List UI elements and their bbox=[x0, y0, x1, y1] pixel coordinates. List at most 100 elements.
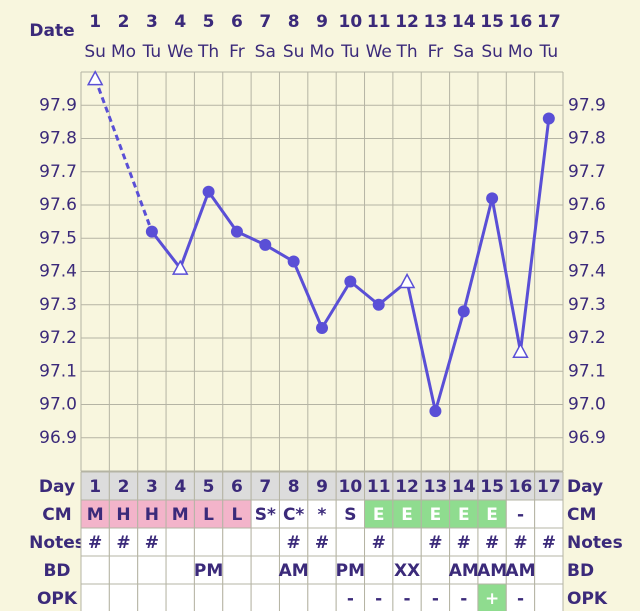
weekday-label: Fr bbox=[229, 42, 245, 62]
cell-text: # bbox=[457, 533, 471, 553]
cell-text: C* bbox=[283, 505, 304, 525]
table-cell bbox=[307, 499, 337, 529]
date-label: 8 bbox=[288, 12, 300, 32]
cell-text: 16 bbox=[509, 477, 533, 497]
cell-text: - bbox=[404, 589, 411, 609]
weekday-label: Th bbox=[395, 42, 417, 62]
point-marker bbox=[372, 298, 385, 311]
cell-text: E bbox=[401, 505, 413, 525]
y-tick-label: 97.3 bbox=[39, 295, 77, 315]
table-cell bbox=[250, 583, 280, 611]
cell-text: L bbox=[232, 505, 243, 525]
cell-text: 11 bbox=[367, 477, 391, 497]
date-label: 6 bbox=[231, 12, 243, 32]
table-cell bbox=[165, 555, 195, 585]
weekday-label: Su bbox=[283, 42, 305, 62]
table-cell bbox=[449, 499, 479, 529]
weekday-label: Su bbox=[84, 42, 106, 62]
table-cell bbox=[250, 499, 280, 529]
point-marker bbox=[316, 322, 328, 335]
table-cell bbox=[222, 527, 252, 557]
point-marker bbox=[429, 405, 442, 418]
date-label: 10 bbox=[339, 12, 363, 32]
table-cell bbox=[278, 471, 309, 501]
cell-text: XX bbox=[394, 561, 420, 581]
weekday-label: We bbox=[366, 42, 392, 62]
y-tick-label: 97.7 bbox=[39, 162, 77, 182]
row-label: CM bbox=[42, 505, 71, 525]
cell-text: AM bbox=[279, 561, 309, 581]
y-tick-label: 97.9 bbox=[39, 95, 77, 115]
cell-text: # bbox=[287, 533, 301, 553]
cell-text: # bbox=[315, 533, 329, 553]
cell-text: AM bbox=[477, 561, 507, 581]
y-tick-label-right: 97.9 bbox=[568, 95, 606, 115]
date-label: 2 bbox=[118, 12, 130, 32]
cell-text: - bbox=[517, 505, 524, 525]
row-label-right: OPK bbox=[567, 589, 608, 609]
cell-text: M bbox=[172, 505, 189, 525]
date-label: 9 bbox=[316, 12, 328, 32]
cell-text: - bbox=[432, 589, 439, 609]
table-cell bbox=[80, 583, 110, 611]
table-cell bbox=[307, 555, 337, 585]
row-label: Day bbox=[39, 477, 75, 497]
cell-text: # bbox=[88, 533, 102, 553]
table-cell bbox=[335, 527, 366, 557]
gap-line bbox=[93, 78, 154, 233]
y-tick-label-right: 97.5 bbox=[568, 228, 606, 248]
table-cell bbox=[193, 583, 224, 611]
cell-text: 1 bbox=[89, 477, 101, 497]
table-cell bbox=[364, 527, 394, 557]
cell-text: # bbox=[372, 533, 386, 553]
cell-text: 12 bbox=[395, 477, 419, 497]
cell-text: E bbox=[430, 505, 442, 525]
cell-text: + bbox=[485, 589, 499, 609]
temperature-line bbox=[150, 118, 551, 413]
cell-text: AM bbox=[505, 561, 535, 581]
cell-text: 3 bbox=[146, 477, 158, 497]
table-cell bbox=[278, 527, 309, 557]
open-triangle-marker bbox=[86, 70, 104, 86]
cell-text: 14 bbox=[452, 477, 476, 497]
table-cell bbox=[534, 499, 564, 529]
cell-text: 17 bbox=[537, 477, 561, 497]
table-cell bbox=[250, 555, 280, 585]
open-triangle-marker bbox=[398, 272, 416, 289]
table-cell bbox=[278, 583, 309, 611]
y-tick-label: 97.0 bbox=[39, 395, 77, 415]
cell-text: E bbox=[373, 505, 385, 525]
cell-text: 8 bbox=[288, 477, 300, 497]
weekday-label: Tu bbox=[142, 42, 162, 62]
table-cell bbox=[335, 583, 366, 611]
weekday-label: We bbox=[167, 42, 193, 62]
date-label: 3 bbox=[146, 12, 158, 32]
cell-text: 9 bbox=[316, 477, 328, 497]
point-marker bbox=[259, 238, 272, 251]
table-cell bbox=[364, 555, 394, 585]
table-cell bbox=[505, 527, 536, 557]
table-cell bbox=[534, 555, 564, 585]
cell-text: H bbox=[116, 505, 130, 525]
cell-text: PM bbox=[336, 561, 365, 581]
cell-text: 4 bbox=[174, 477, 186, 497]
cell-text: M bbox=[87, 505, 104, 525]
cell-text: E bbox=[458, 505, 470, 525]
table-cell bbox=[222, 555, 252, 585]
y-tick-label: 97.2 bbox=[39, 328, 77, 348]
table-cell bbox=[137, 527, 167, 557]
table-cell bbox=[335, 499, 366, 529]
y-tick-label: 97.4 bbox=[39, 262, 77, 282]
cell-text: S bbox=[344, 505, 356, 525]
table-cell bbox=[534, 471, 564, 501]
table-cell bbox=[278, 555, 309, 585]
date-label: 7 bbox=[259, 12, 271, 32]
table-cell bbox=[420, 555, 451, 585]
point-marker bbox=[287, 255, 300, 268]
weekday-label: Mo bbox=[309, 42, 334, 62]
point-marker bbox=[344, 275, 357, 288]
table-cell bbox=[449, 527, 479, 557]
table-cell bbox=[534, 583, 564, 611]
y-tick-label: 97.6 bbox=[39, 195, 77, 215]
